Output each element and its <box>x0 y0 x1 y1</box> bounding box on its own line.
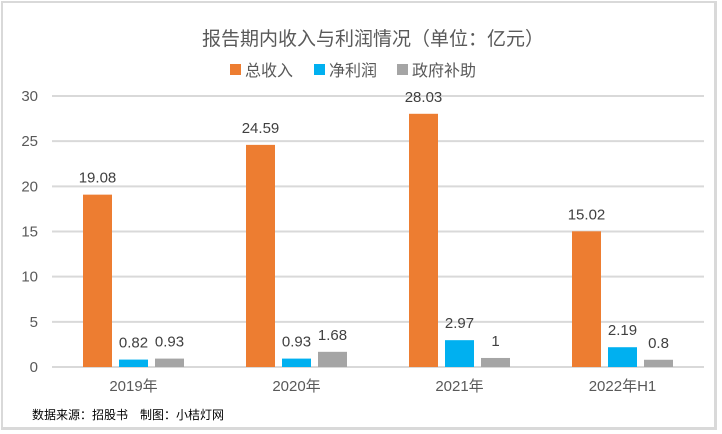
gridlines <box>52 95 704 368</box>
data-label: 1 <box>491 333 499 350</box>
bar-subsidy <box>318 351 347 367</box>
x-axis-categories: 2019年 2020年 2021年 2022年H1 <box>109 378 656 395</box>
data-label: 0.93 <box>155 334 184 351</box>
bar-subsidy <box>155 358 184 367</box>
data-label: 15.02 <box>568 206 606 223</box>
chart-title: 报告期内收入与利润情况（单位：亿元） <box>202 28 544 50</box>
legend-swatch <box>397 64 408 75</box>
data-label: 2.19 <box>608 322 637 339</box>
y-tick-label: 10 <box>21 269 38 286</box>
y-tick-label: 0 <box>30 359 38 376</box>
data-label: 19.08 <box>79 170 117 187</box>
bar-net-profit <box>282 358 311 367</box>
y-tick-label: 25 <box>21 133 38 150</box>
data-label: 0.8 <box>648 335 669 352</box>
data-labels: 19.08 0.82 0.93 24.59 0.93 1.68 28.03 2.97 1 15.0… <box>79 89 669 352</box>
bar-revenue <box>572 231 601 367</box>
bar-revenue <box>409 113 438 367</box>
y-tick-label: 15 <box>21 224 38 241</box>
data-label: 1.68 <box>318 327 347 344</box>
bar-revenue <box>83 194 112 367</box>
y-tick-label: 5 <box>30 314 38 331</box>
y-axis-ticks: 0 5 10 15 20 25 30 <box>21 88 38 376</box>
source-note: 数据来源：招股书 制图：小桔灯网 <box>32 407 224 422</box>
legend-label: 净利润 <box>329 61 377 80</box>
y-tick-label: 20 <box>21 178 38 195</box>
x-category-label: 2021年 <box>435 378 483 395</box>
data-label: 0.93 <box>282 334 311 351</box>
bar-net-profit <box>445 340 474 367</box>
x-category-label: 2019年 <box>109 378 157 395</box>
x-category-label: 2022年H1 <box>589 378 657 395</box>
data-label: 28.03 <box>405 89 443 106</box>
data-label: 24.59 <box>242 120 280 137</box>
bar-subsidy <box>481 357 510 367</box>
bar-subsidy <box>644 359 673 367</box>
legend: 总收入 净利润 政府补助 <box>230 61 476 80</box>
data-label: 0.82 <box>119 335 148 352</box>
legend-swatch <box>230 64 241 75</box>
x-category-label: 2020年 <box>272 378 320 395</box>
bar-net-profit <box>608 347 637 367</box>
bar-revenue <box>246 144 275 367</box>
legend-label: 政府补助 <box>412 61 476 80</box>
data-label: 2.97 <box>445 315 474 332</box>
legend-swatch <box>314 64 325 75</box>
legend-label: 总收入 <box>245 61 293 80</box>
y-tick-label: 30 <box>21 88 38 105</box>
bar-net-profit <box>119 359 148 367</box>
bars <box>83 113 673 367</box>
